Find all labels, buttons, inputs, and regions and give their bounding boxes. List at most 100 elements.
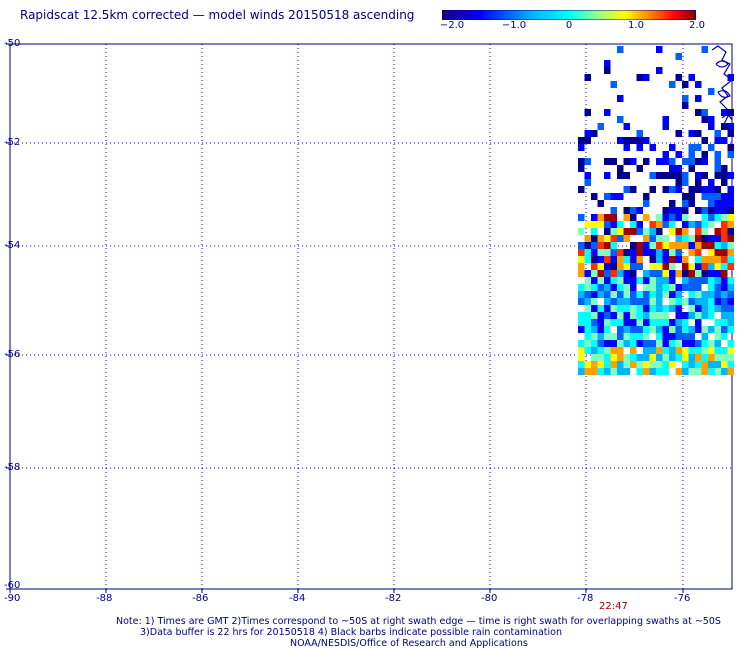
data-cell	[688, 158, 695, 165]
data-cell	[675, 347, 682, 354]
data-cell	[623, 340, 630, 347]
data-cell	[630, 326, 637, 333]
data-cell	[662, 361, 669, 368]
data-cell	[669, 158, 676, 165]
data-cell	[695, 368, 702, 375]
data-cell	[721, 172, 728, 179]
data-cell	[695, 172, 702, 179]
data-cell	[727, 326, 734, 333]
data-cell	[584, 333, 591, 340]
data-cell	[688, 165, 695, 172]
data-cell	[695, 312, 702, 319]
data-cell	[597, 249, 604, 256]
data-cell	[578, 354, 585, 361]
data-cell	[682, 200, 689, 207]
data-cell	[630, 158, 637, 165]
data-cell	[656, 298, 663, 305]
data-cell	[708, 242, 715, 249]
data-cell	[649, 277, 656, 284]
data-cell	[578, 270, 585, 277]
data-cell	[727, 193, 734, 200]
data-cell	[714, 361, 721, 368]
coastline	[715, 60, 733, 121]
data-cell	[701, 158, 708, 165]
data-cell	[708, 235, 715, 242]
data-cell	[591, 291, 598, 298]
data-cell	[630, 277, 637, 284]
data-cell	[643, 277, 650, 284]
data-cell	[675, 256, 682, 263]
data-cell	[623, 270, 630, 277]
data-cell	[701, 263, 708, 270]
data-cell	[727, 144, 734, 151]
data-cell	[597, 347, 604, 354]
data-cell	[656, 312, 663, 319]
data-cell	[695, 242, 702, 249]
data-cell	[617, 277, 624, 284]
data-cell	[708, 207, 715, 214]
data-cell	[656, 361, 663, 368]
data-cell	[662, 207, 669, 214]
data-cell	[636, 326, 643, 333]
data-cell	[662, 333, 669, 340]
data-cell	[701, 137, 708, 144]
data-cell	[727, 123, 734, 130]
data-cell	[688, 74, 695, 81]
data-cell	[578, 158, 585, 165]
data-cell	[591, 333, 598, 340]
data-cell	[630, 137, 637, 144]
data-cell	[649, 340, 656, 347]
data-cell	[669, 256, 676, 263]
data-cell	[669, 347, 676, 354]
data-cell	[591, 319, 598, 326]
data-cell	[695, 361, 702, 368]
data-cell	[669, 242, 676, 249]
data-cell	[578, 242, 585, 249]
data-cell	[610, 81, 617, 88]
data-cell	[688, 193, 695, 200]
data-cell	[630, 354, 637, 361]
data-cell	[610, 249, 617, 256]
data-cell	[695, 179, 702, 186]
data-cell	[695, 109, 702, 116]
data-cell	[721, 228, 728, 235]
data-cell	[656, 228, 663, 235]
swath-time-label: 22:47	[599, 601, 628, 612]
data-cell	[727, 305, 734, 312]
data-cell	[727, 221, 734, 228]
data-cell	[721, 319, 728, 326]
data-cell	[688, 326, 695, 333]
data-cell	[701, 235, 708, 242]
data-cell	[727, 277, 734, 284]
data-cell	[649, 312, 656, 319]
data-cell	[682, 102, 689, 109]
data-cell	[708, 249, 715, 256]
data-cell	[675, 291, 682, 298]
data-cell	[584, 130, 591, 137]
data-cell	[656, 235, 663, 242]
data-cell	[617, 193, 624, 200]
data-cell	[630, 242, 637, 249]
data-cell	[578, 284, 585, 291]
data-cell	[623, 298, 630, 305]
data-cell	[675, 340, 682, 347]
data-cell	[682, 319, 689, 326]
data-cell	[597, 354, 604, 361]
data-cell	[630, 263, 637, 270]
data-cell	[617, 270, 624, 277]
data-cell	[727, 74, 734, 81]
data-cell	[708, 305, 715, 312]
data-cell	[688, 270, 695, 277]
data-cell	[636, 249, 643, 256]
data-cell	[721, 165, 728, 172]
data-cell	[623, 284, 630, 291]
data-cell	[662, 242, 669, 249]
data-cell	[578, 186, 585, 193]
data-cell	[675, 319, 682, 326]
data-cell	[701, 291, 708, 298]
data-cell	[701, 214, 708, 221]
data-cell	[721, 326, 728, 333]
data-cell	[604, 67, 611, 74]
data-cell	[610, 263, 617, 270]
data-cell	[636, 277, 643, 284]
